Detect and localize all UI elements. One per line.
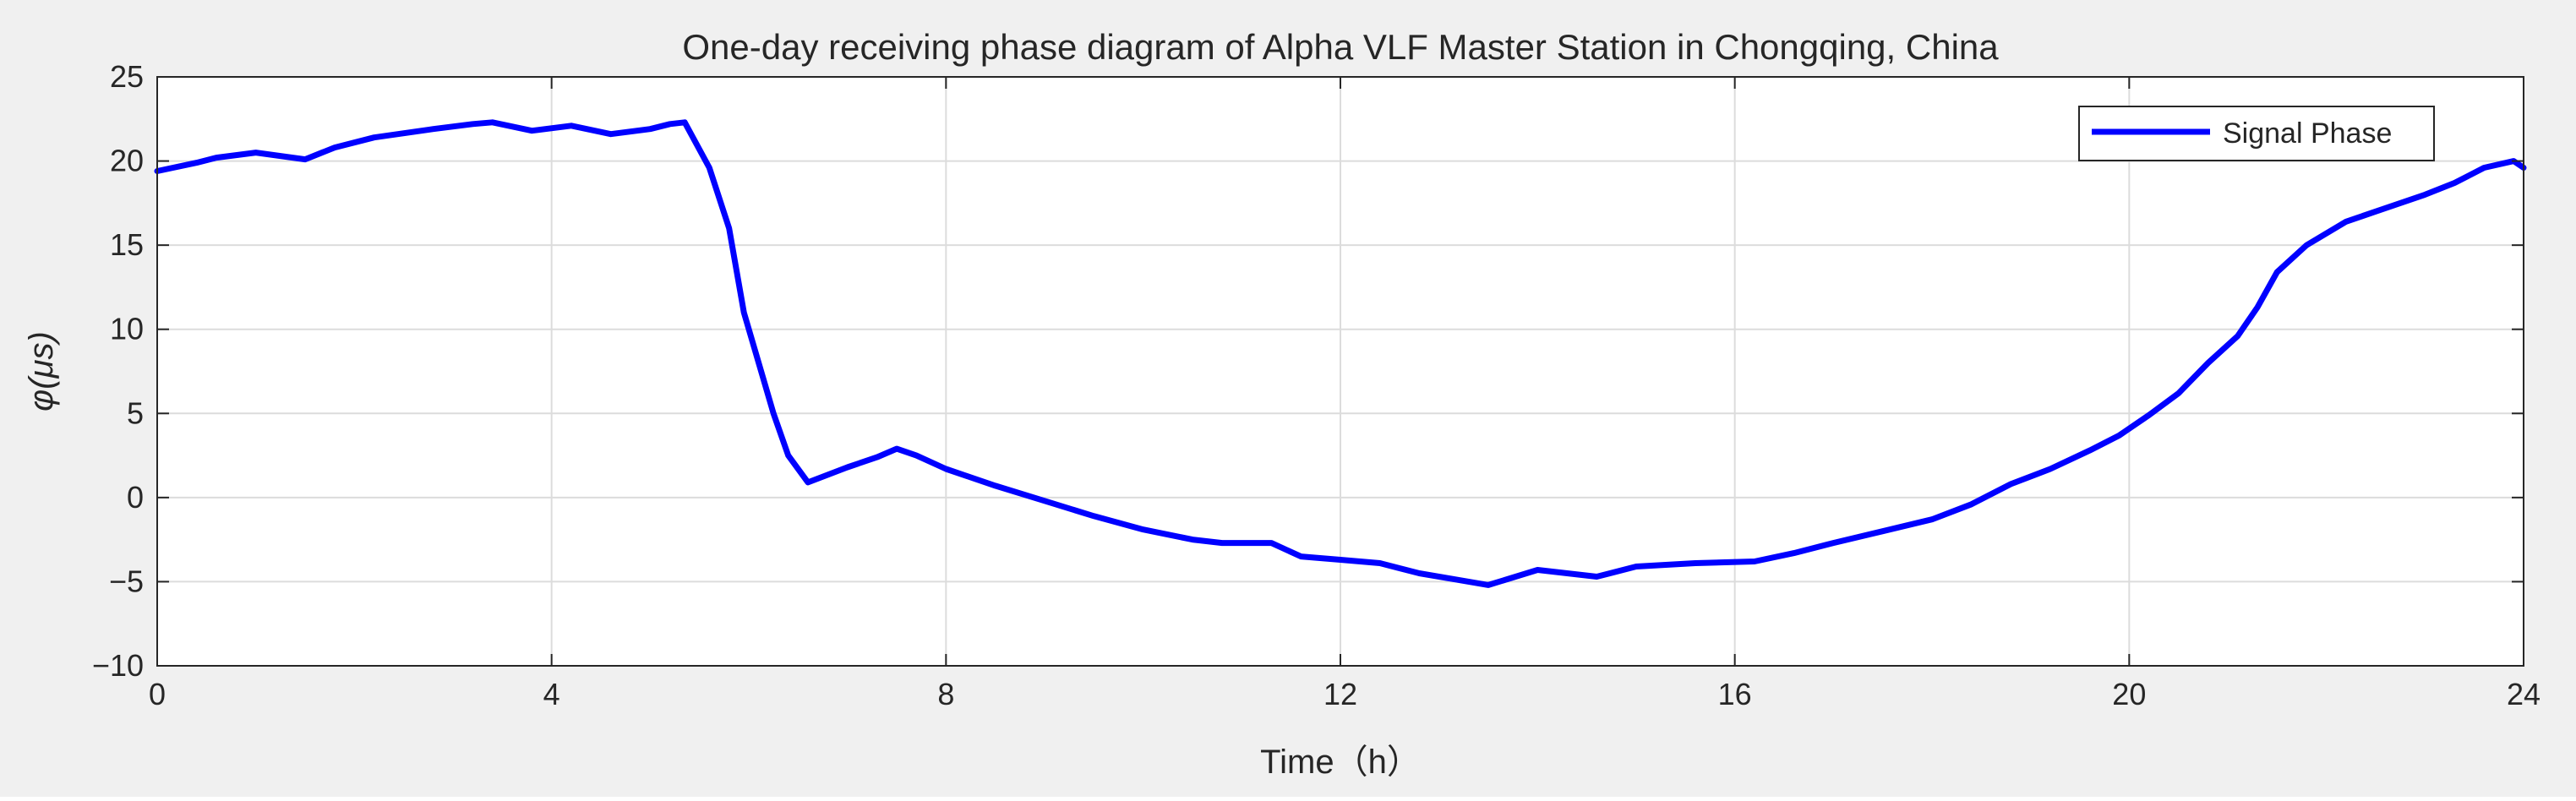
- y-axis-title: φ(μs): [23, 331, 60, 411]
- y-tick-label: 5: [127, 395, 144, 430]
- x-tick-label: 0: [149, 677, 166, 711]
- x-axis-ticks: 0 4 8 12 16 20 24: [149, 77, 2541, 711]
- chart-title: One-day receiving phase diagram of Alpha…: [682, 27, 1999, 67]
- series-line-signal-phase: [154, 119, 2527, 588]
- y-tick-label: 0: [127, 480, 144, 515]
- y-tick-label: 10: [110, 312, 144, 346]
- x-axis-title: Time（h）: [1260, 744, 1421, 781]
- x-tick-label: 12: [1323, 677, 1357, 711]
- legend-label: Signal Phase: [2223, 117, 2392, 150]
- y-tick-label: 20: [110, 144, 144, 178]
- legend: Signal Phase: [2078, 106, 2435, 161]
- x-tick-label: 8: [937, 677, 954, 711]
- y-tick-label: −5: [109, 564, 144, 598]
- y-axis-ticks: −10 −5 0 5 10 15 20 25: [92, 59, 2524, 683]
- x-tick-label: 16: [1718, 677, 1752, 711]
- x-tick-label: 24: [2507, 677, 2541, 711]
- series-layer: [154, 119, 2527, 588]
- y-tick-label: 15: [110, 227, 144, 262]
- y-tick-label: −10: [92, 648, 144, 683]
- y-tick-label: 25: [110, 59, 144, 94]
- x-tick-label: 4: [543, 677, 560, 711]
- x-tick-label: 20: [2112, 677, 2146, 711]
